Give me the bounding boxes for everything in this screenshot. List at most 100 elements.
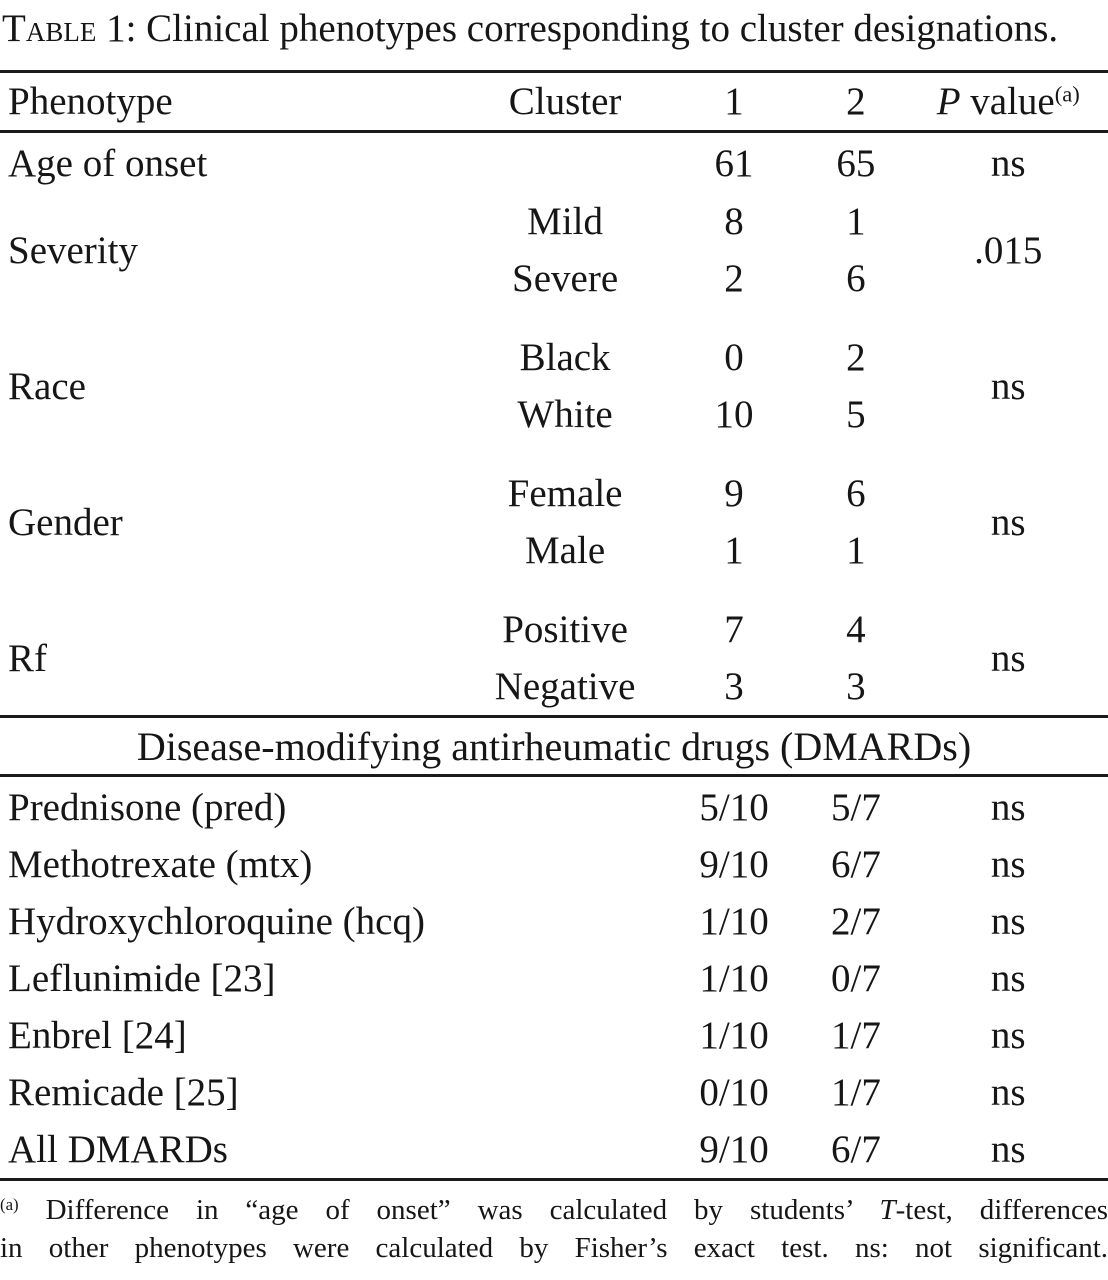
- top-rule: [0, 70, 1108, 73]
- table-footnote: (a) Difference in “age of onset” was cal…: [0, 1191, 1108, 1267]
- footnote-marker: (a): [0, 1194, 19, 1214]
- footnote-text: -test, differences: [895, 1194, 1108, 1226]
- cluster1-value: 0/10: [699, 1071, 769, 1114]
- drug-label: Remicade [25]: [8, 1071, 239, 1114]
- cluster1-value: 9: [724, 472, 744, 515]
- subcategory-label: Severe: [512, 257, 619, 300]
- pvalue-value: ns: [990, 843, 1026, 886]
- cluster2-value: 6: [846, 257, 866, 300]
- cluster2-value: 5: [846, 393, 866, 436]
- cluster2-value: 2: [846, 336, 866, 379]
- header-phenotype: Phenotype: [8, 80, 173, 123]
- subcategory-label: Negative: [494, 665, 636, 708]
- pvalue-value: ns: [990, 1128, 1026, 1171]
- cluster2-value: 1: [846, 529, 866, 572]
- pvalue-p-italic: P: [936, 80, 961, 123]
- phenotype-label: Gender: [8, 500, 123, 544]
- pvalue-value: ns: [990, 1071, 1026, 1114]
- phenotype-label: Race: [8, 364, 86, 408]
- subcategory-label: Mild: [527, 200, 603, 243]
- pvalue-value: ns: [990, 364, 1026, 408]
- pvalue-value: .015: [974, 228, 1043, 272]
- section-rule-top: [0, 715, 1108, 718]
- cluster1-value: 9/10: [699, 843, 769, 886]
- pvalue-value: ns: [990, 500, 1026, 544]
- pvalue-footnote-marker: (a): [1054, 81, 1080, 107]
- cluster1-value: 61: [714, 141, 754, 185]
- table-row: Prednisone (pred) 5/10 5/7 ns: [0, 779, 1108, 836]
- cluster1-value: 5/10: [699, 786, 769, 829]
- section-rule-bottom: [0, 774, 1108, 777]
- subcategory-label: Female: [507, 472, 623, 515]
- pvalue-value: ns: [990, 636, 1026, 680]
- pvalue-value: ns: [990, 957, 1026, 1000]
- subcategory-label: Positive: [502, 608, 628, 651]
- phenotype-group-rf: Rf Positive 7 4 Negative 3 3 ns: [0, 601, 1108, 715]
- header-cluster: Cluster: [508, 80, 622, 123]
- header-cluster-2: 2: [846, 80, 866, 123]
- table-row: All DMARDs 9/10 6/7 ns: [0, 1121, 1108, 1178]
- pvalue-value: ns: [990, 900, 1026, 943]
- cluster2-value: 1: [846, 200, 866, 243]
- cluster1-value: 7: [724, 608, 744, 651]
- cluster2-value: 1/7: [831, 1014, 881, 1057]
- footnote-t-italic: T: [879, 1194, 896, 1226]
- cluster2-value: 0/7: [831, 957, 881, 1000]
- table-row: Remicade [25] 0/10 1/7 ns: [0, 1064, 1108, 1121]
- drug-label: Enbrel [24]: [8, 1014, 187, 1057]
- header-cluster-1: 1: [724, 80, 744, 123]
- phenotype-label: Severity: [8, 228, 138, 272]
- footnote-line-1: (a) Difference in “age of onset” was cal…: [0, 1191, 1108, 1229]
- pvalue-value: ns: [990, 1014, 1026, 1057]
- footnote-text: Difference in “age of onset” was calcula…: [18, 1194, 880, 1226]
- drug-label: Hydroxychloroquine (hcq): [8, 900, 425, 943]
- cluster2-value: 6/7: [831, 843, 881, 886]
- subcategory-label: Black: [519, 336, 611, 379]
- cluster2-value: 65: [836, 141, 876, 185]
- row-age-of-onset: Age of onset 61 65 ns: [0, 133, 1108, 193]
- drug-label: All DMARDs: [8, 1128, 228, 1171]
- cluster1-value: 8: [724, 200, 744, 243]
- cluster1-value: 1/10: [699, 900, 769, 943]
- dmards-section-header: Disease-modifying antirheumatic drugs (D…: [136, 723, 972, 769]
- bottom-rule: [0, 1178, 1108, 1181]
- cluster1-value: 1: [724, 529, 744, 572]
- header-pvalue: P value(a): [909, 79, 1108, 124]
- phenotype-label: Rf: [8, 636, 47, 680]
- cluster2-value: 6: [846, 472, 866, 515]
- table-number-label: Table 1:: [2, 7, 137, 50]
- cluster1-value: 1/10: [699, 957, 769, 1000]
- phenotype-group-severity: Severity Mild 8 1 Severe 2 6 .015: [0, 193, 1108, 307]
- cluster2-value: 6/7: [831, 1128, 881, 1171]
- table-row: Hydroxychloroquine (hcq) 1/10 2/7 ns: [0, 893, 1108, 950]
- pvalue-rest: value: [960, 80, 1055, 123]
- cluster1-value: 3: [724, 665, 744, 708]
- pvalue-value: ns: [990, 786, 1026, 829]
- cluster1-value: 0: [724, 336, 744, 379]
- cluster1-value: 2: [724, 257, 744, 300]
- table-caption: Clinical phenotypes corresponding to clu…: [136, 7, 1059, 50]
- cluster2-value: 3: [846, 665, 866, 708]
- table-row: Methotrexate (mtx) 9/10 6/7 ns: [0, 836, 1108, 893]
- header-row: Phenotype Cluster 1 2 P value(a): [0, 73, 1108, 130]
- cluster2-value: 5/7: [831, 786, 881, 829]
- cluster2-value: 4: [846, 608, 866, 651]
- drug-label: Leflunimide [23]: [8, 957, 276, 1000]
- pvalue-value: ns: [990, 141, 1026, 185]
- header-rule: [0, 130, 1108, 133]
- cluster2-value: 1/7: [831, 1071, 881, 1114]
- cluster2-value: 2/7: [831, 900, 881, 943]
- cluster1-value: 10: [714, 393, 754, 436]
- subcategory-label: White: [517, 393, 613, 436]
- phenotype-label: Age of onset: [8, 141, 208, 185]
- drug-label: Methotrexate (mtx): [8, 843, 313, 886]
- footnote-line-2: in other phenotypes were calculated by F…: [0, 1232, 1108, 1264]
- table-row: Enbrel [24] 1/10 1/7 ns: [0, 1007, 1108, 1064]
- subcategory-label: Male: [525, 529, 606, 572]
- cluster1-value: 1/10: [699, 1014, 769, 1057]
- phenotype-group-race: Race Black 0 2 White 10 5 ns: [0, 329, 1108, 443]
- table-title: Table 1: Clinical phenotypes correspondi…: [0, 0, 1108, 52]
- table-row: Leflunimide [23] 1/10 0/7 ns: [0, 950, 1108, 1007]
- cluster1-value: 9/10: [699, 1128, 769, 1171]
